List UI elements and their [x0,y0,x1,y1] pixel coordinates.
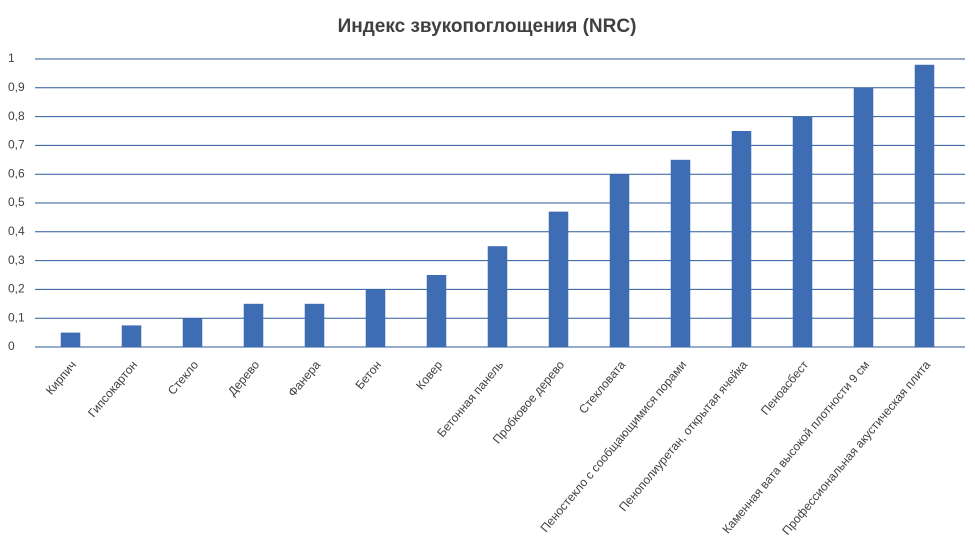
bar [60,332,81,347]
x-tick-label: Стекло [165,358,202,398]
x-tick-label: Пеноасбест [758,358,812,418]
y-tick-label: 0,8 [8,109,25,123]
y-tick-label: 0,1 [8,310,25,324]
bar [182,318,203,347]
bar [609,174,630,347]
y-tick-label: 0,7 [8,138,25,152]
x-tick-label: Бетонная панель [434,358,506,440]
x-tick-label: Кирпич [43,358,79,398]
chart-title: Индекс звукопоглощения (NRC) [338,16,637,37]
bar [426,275,447,347]
y-tick-label: 0,3 [8,253,25,267]
x-tick-label: Бетон [352,358,384,392]
x-tick-label: Пенополиуретан, открытая ячейка [616,358,750,514]
bar [914,64,935,347]
bar [670,159,691,347]
y-tick-label: 0 [8,339,15,353]
y-tick-label: 0,6 [8,166,25,180]
x-tick-label: Ковер [413,358,445,393]
x-tick-label: Гипсокартон [85,358,140,420]
x-tick-label: Стекловата [576,358,628,417]
y-tick-label: 0,4 [8,224,25,238]
bar [731,131,752,347]
bar [304,303,325,347]
bar [487,246,508,347]
y-tick-label: 1 [8,51,15,65]
bar [853,87,874,348]
y-tick-label: 0,2 [8,282,25,296]
bar [548,211,569,347]
bar [792,116,813,347]
bar [243,303,264,347]
x-tick-label: Фанера [285,358,323,400]
y-tick-label: 0,5 [8,195,25,209]
y-tick-label: 0,9 [8,80,25,94]
bar [365,289,386,347]
bar [121,325,142,347]
x-tick-label: Дерево [225,358,262,399]
